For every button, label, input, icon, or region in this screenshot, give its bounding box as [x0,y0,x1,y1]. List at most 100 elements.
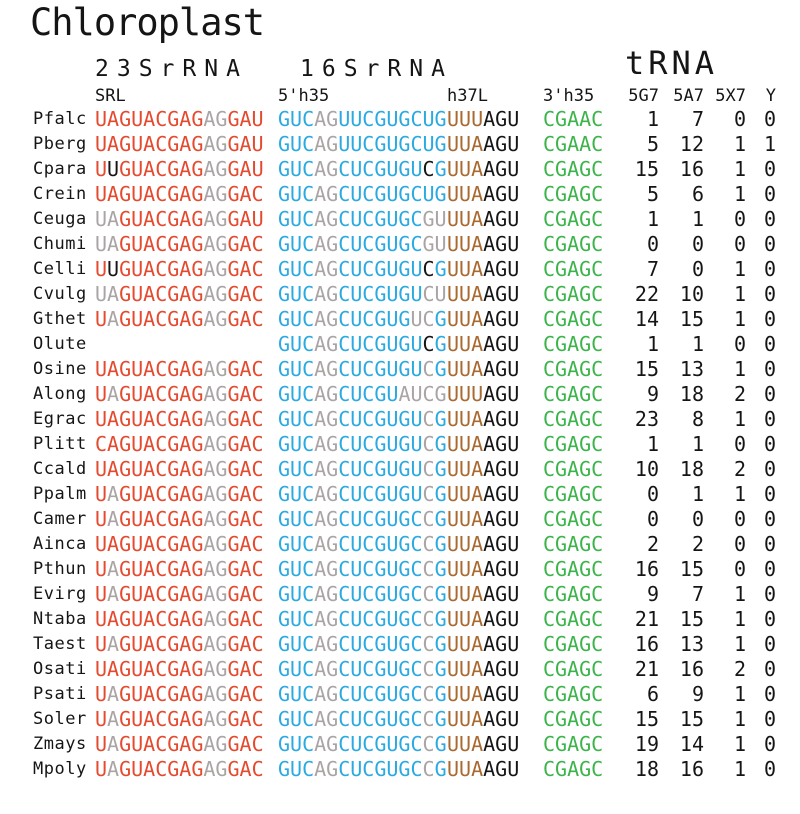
sequence-segment-black: AGU [483,757,520,781]
sequence-segment-green: CGAGC [543,582,604,606]
sequence-segment-blue: CUCGUGC [338,507,423,531]
h35-3prime-sequence: CGAAC [543,107,617,132]
sequence-segment-green: CGAGC [543,182,604,206]
species-label: Osine [33,359,87,379]
count-5a7: 7 [691,582,704,606]
h35-3prime-sequence: CGAAC [543,132,617,157]
h35-5prime-sequence: GUCAGCUCGUGUCG [278,407,447,432]
srl-sequence: UAGUACGAGAGGAC [95,507,278,532]
sequence-segment-gray: AG [314,657,339,681]
sequence-segment-blue: G [434,357,447,381]
h37l-sequence: UUAAGU [447,507,543,532]
sequence-segment-red: GUACGAG [119,707,204,731]
sequence-segment-blue: CUCGU [338,382,399,406]
sequence-segment-green: CGAGC [543,157,604,181]
sequence-segment-gray: AG [314,632,339,656]
sequence-segment-black: AGU [483,107,520,131]
h35-3prime-sequence: CGAGC [543,557,617,582]
sequence-segment-blue: GUC [278,107,315,131]
sequence-segment-blue: G [434,157,447,181]
sequence-segment-black: AGU [483,132,520,156]
sequence-segment-red: GAU [227,207,264,231]
count-5x7: 1 [733,482,746,506]
sequence-segment-brown: UUA [447,207,484,231]
h35-3prime-sequence: CGAGC [543,582,617,607]
h35-3prime-sequence: CGAGC [543,507,617,532]
h35-3prime-sequence: CGAGC [543,732,617,757]
sequence-segment-gray: C [422,657,435,681]
column-header-3h35: 3'h35 [543,86,595,106]
sequence-segment-blue: CUCGUG [338,307,411,331]
count-5a7: 10 [679,282,704,306]
h35-5prime-sequence: GUCAGCUCGUAUCG [278,382,447,407]
sequence-segment-red: GUACGAG [119,257,204,281]
h37l-sequence: UUUAGU [447,107,543,132]
sequence-segment-blue: CUCGUGC [338,682,423,706]
sequence-segment-gray: AG [203,557,228,581]
sequence-segment-black: AGU [483,357,520,381]
species-label: Ppalm [33,484,87,504]
sequence-segment-gray: AG [314,507,339,531]
sequence-segment-gray: UC [410,307,435,331]
h35-5prime-sequence: GUCAGCUCGUGCCG [278,607,447,632]
count-5a7: 8 [691,407,704,431]
count-5x7: 1 [733,132,746,156]
h37l-sequence: UUAAGU [447,182,543,207]
count-y: 0 [763,682,776,706]
species-label: Pthun [33,559,87,579]
h35-5prime-sequence: GUCAGCUCGUGCCG [278,632,447,657]
srl-sequence: UAGUACGAGAGGAC [95,382,278,407]
count-5a7: 0 [691,257,704,281]
count-5g7: 5 [646,132,659,156]
species-label: Cpara [33,159,87,179]
sequence-segment-red: GAC [227,382,264,406]
sequence-segment-brown: UUA [447,707,484,731]
count-5a7: 1 [691,332,704,356]
sequence-segment-red: U [95,382,108,406]
sequence-segment-blue: CUCGUGC [338,532,423,556]
sequence-segment-blue: CUCGUGC [338,607,423,631]
h35-5prime-sequence: GUCAGCUCGUGUCG [278,357,447,382]
sequence-segment-red: GUACGAG [119,732,204,756]
count-y: 0 [763,257,776,281]
sequence-segment-brown: UUA [447,607,484,631]
sequence-segment-black: AGU [483,432,520,456]
sequence-segment-gray: A [107,732,120,756]
group-header-trna: tRNA [625,44,719,82]
sequence-segment-gray: AG [314,357,339,381]
count-5g7: 15 [634,357,659,381]
sequence-segment-red: GAC [227,257,264,281]
count-y: 0 [763,157,776,181]
count-5g7: 0 [646,507,659,531]
count-y: 0 [763,382,776,406]
table-row: Ainca UAGUACGAGAGGAC GUCAGCUCGUGCCG UUAAGU C… [0,532,800,557]
sequence-segment-brown: UUA [447,182,484,206]
sequence-segment-gray: A [107,482,120,506]
count-5g7: 22 [634,282,659,306]
sequence-segment-green: CGAGC [543,332,604,356]
sequence-segment-green: CGAGC [543,557,604,581]
table-row: Osine UAGUACGAGAGGAC GUCAGCUCGUGUCG UUAAGU C… [0,357,800,382]
count-5a7: 16 [679,657,704,681]
count-5g7: 1 [646,207,659,231]
sequence-segment-red: GUACGAG [119,232,204,256]
sequence-segment-red: GAC [227,482,264,506]
count-y: 0 [763,532,776,556]
srl-sequence: UAGUACGAGAGGAC [95,357,278,382]
sequence-segment-gray: AG [203,307,228,331]
count-5a7: 15 [679,307,704,331]
count-y: 0 [763,482,776,506]
species-label: Ceuga [33,209,87,229]
count-5x7: 1 [733,407,746,431]
sequence-segment-gray: AG [314,457,339,481]
sequence-segment-gray: AG [314,707,339,731]
h35-5prime-sequence: GUCAGUUCGUGCUG [278,132,447,157]
count-5x7: 1 [733,357,746,381]
count-5x7: 2 [733,382,746,406]
sequence-segment-blue: G [434,657,447,681]
count-5x7: 2 [733,457,746,481]
sequence-segment-gray: AG [203,482,228,506]
sequence-segment-red: UAGUACGAG [95,182,204,206]
table-row: Camer UAGUACGAGAGGAC GUCAGCUCGUGCCG UUAAGU C… [0,507,800,532]
sequence-segment-gray: C [422,357,435,381]
